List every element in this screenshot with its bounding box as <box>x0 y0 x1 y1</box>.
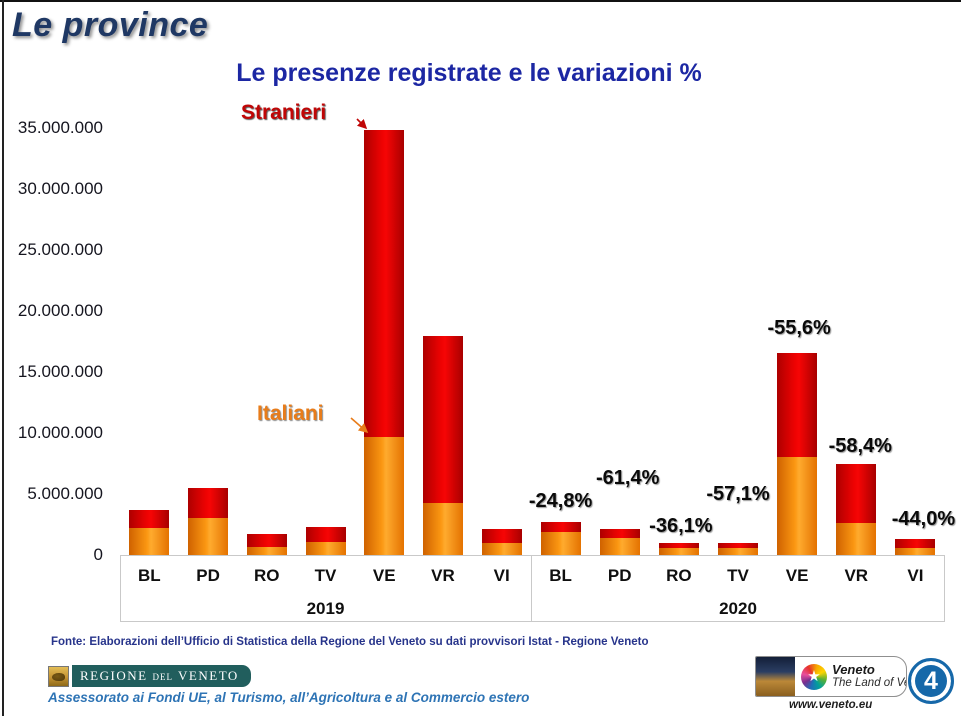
x-axis-box <box>120 555 945 622</box>
bar-segment-italiani <box>188 518 229 555</box>
y-axis-tick-label: 15.000.000 <box>17 362 103 381</box>
bar-segment-stranieri <box>599 529 640 538</box>
bar-segment-italiani <box>422 503 463 555</box>
x-axis-label-ro-2019: RO <box>254 566 280 585</box>
bar-segment-stranieri <box>777 353 818 457</box>
variation-label-pd: -61,4% <box>596 467 660 489</box>
bar-segment-stranieri <box>129 510 170 528</box>
bar-bl-2019 <box>129 510 170 555</box>
veneto-logo-title: Veneto <box>832 662 875 678</box>
x-axis-label-tv-2019: TV <box>314 566 337 585</box>
regione-banner: REGIONE DEL VENETO <box>72 665 251 687</box>
x-axis-label-pd-2019: PD <box>196 566 220 585</box>
lion-of-st-mark-icon <box>48 665 69 687</box>
stranieri-arrow <box>356 118 368 130</box>
y-axis-tick-label: 10.000.000 <box>17 423 103 442</box>
x-axis-label-ro-2020: RO <box>666 566 692 585</box>
bar-segment-italiani <box>658 548 699 555</box>
x-axis-label-vi-2019: VI <box>493 566 510 585</box>
regione-word-veneto: VENETO <box>178 668 239 683</box>
x-axis-label-ve-2019: VE <box>372 566 396 585</box>
bar-ro-2019 <box>246 534 287 555</box>
y-axis-tick-label: 0 <box>93 545 103 564</box>
bar-segment-italiani <box>246 547 287 555</box>
legend-label-stranieri: Stranieri <box>241 101 327 124</box>
variation-label-tv: -57,1% <box>706 483 770 505</box>
regione-veneto-badge: REGIONE DEL VENETO <box>48 665 251 687</box>
variation-label-vi: -44,0% <box>891 508 956 530</box>
x-axis-label-tv-2020: TV <box>727 566 749 585</box>
bar-segment-italiani <box>599 538 640 555</box>
bar-segment-stranieri <box>658 543 699 548</box>
bar-tv-2020 <box>718 543 758 555</box>
bar-pd-2020 <box>599 529 640 555</box>
lion-painting-icon <box>756 657 795 696</box>
bar-segment-stranieri <box>540 522 581 532</box>
slide-left-border <box>2 0 4 716</box>
legend-label-italiani: Italiani <box>257 402 324 425</box>
y-axis-tick-label: 35.000.000 <box>17 118 103 137</box>
bar-segment-stranieri <box>246 534 287 547</box>
page-title: Le province <box>12 6 209 44</box>
bar-pd-2019 <box>188 488 229 555</box>
bar-segment-italiani <box>305 542 346 555</box>
bar-segment-stranieri <box>718 543 758 548</box>
veneto-logo-subtitle: The Land of Venice <box>832 677 906 690</box>
y-axis-tick-label: 20.000.000 <box>17 301 103 320</box>
bar-segment-stranieri <box>836 464 877 523</box>
x-axis-label-bl-2019: BL <box>138 566 161 585</box>
bar-segment-stranieri <box>364 130 405 437</box>
bar-segment-italiani <box>718 548 758 555</box>
veneto-star-icon: ★ <box>801 663 827 690</box>
bar-segment-stranieri <box>422 336 463 503</box>
bar-segment-italiani <box>540 532 581 555</box>
x-axis-label-vi-2020: VI <box>907 566 924 585</box>
bar-vi-2020 <box>895 539 936 555</box>
bar-ve-2019 <box>364 130 405 555</box>
regione-word-del: DEL <box>152 672 174 682</box>
veneto-url: www.veneto.eu <box>789 699 873 711</box>
slide-top-border <box>0 0 961 2</box>
veneto-logo-box: ★ Veneto The Land of Venice <box>755 656 907 697</box>
bar-vr-2019 <box>422 336 463 555</box>
bar-segment-stranieri <box>305 527 346 542</box>
source-note: Fonte: Elaborazioni dell’Ufficio di Stat… <box>51 636 649 648</box>
x-axis-label-bl-2020: BL <box>549 566 572 585</box>
bar-vi-2019 <box>481 529 522 555</box>
year-label-2019: 2019 <box>306 599 345 618</box>
bar-segment-italiani <box>481 543 522 555</box>
bar-vr-2020 <box>836 464 877 555</box>
bar-segment-italiani <box>836 523 877 555</box>
bar-segment-italiani <box>129 528 170 555</box>
bar-segment-italiani <box>777 457 818 555</box>
bar-bl-2020 <box>540 522 581 555</box>
bar-tv-2019 <box>305 527 346 555</box>
bar-segment-stranieri <box>188 488 229 518</box>
year-group-divider <box>531 555 532 622</box>
bar-ro-2020 <box>658 543 699 555</box>
veneto-logo-text: Veneto The Land of Venice <box>832 662 906 690</box>
page-number-badge: 4 <box>908 658 954 704</box>
bar-segment-italiani <box>364 437 405 555</box>
x-axis-label-vr-2020: VR <box>844 566 869 585</box>
assessorato-caption: Assessorato ai Fondi UE, al Turismo, all… <box>48 690 530 705</box>
year-label-2020: 2020 <box>719 599 757 618</box>
bar-ve-2020 <box>777 353 818 555</box>
y-axis-tick-label: 25.000.000 <box>17 240 103 259</box>
variation-label-ve: -55,6% <box>767 317 831 339</box>
regione-word: REGIONE <box>80 668 148 683</box>
chart-title: Le presenze registrate e le variazioni % <box>236 59 702 87</box>
x-axis-label-vr-2019: VR <box>431 566 455 585</box>
variation-label-vr: -58,4% <box>828 435 892 457</box>
y-axis-tick-label: 30.000.000 <box>17 179 103 198</box>
variation-label-bl: -24,8% <box>528 490 593 512</box>
bar-segment-stranieri <box>481 529 522 543</box>
x-axis-label-pd-2020: PD <box>607 566 632 585</box>
y-axis-tick-label: 5.000.000 <box>27 484 103 503</box>
bar-segment-stranieri <box>895 539 936 548</box>
bar-segment-italiani <box>895 548 936 555</box>
variation-label-ro: -36,1% <box>649 515 713 537</box>
x-axis-label-ve-2020: VE <box>785 566 809 585</box>
